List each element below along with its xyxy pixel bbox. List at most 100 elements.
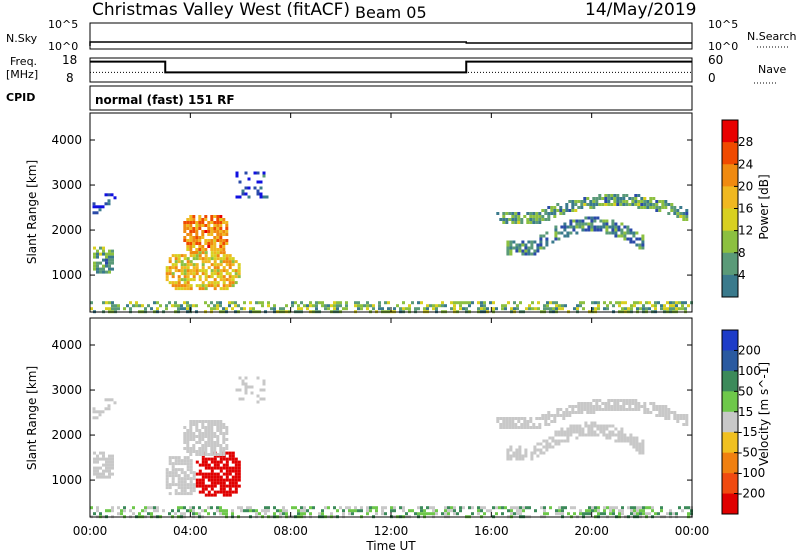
heat-cell	[99, 457, 102, 461]
heat-cell	[580, 408, 584, 411]
heat-cell	[228, 493, 232, 497]
heat-cell	[98, 205, 102, 209]
heat-cell	[204, 254, 208, 258]
heat-cell	[102, 267, 105, 271]
heat-cell	[201, 257, 205, 261]
heat-cell	[231, 301, 234, 305]
heat-cell	[201, 435, 205, 438]
heat-cell	[632, 436, 636, 440]
heat-cell	[634, 200, 638, 203]
heat-cell	[661, 408, 665, 411]
heat-cell	[279, 509, 282, 513]
heat-cell	[575, 430, 579, 434]
heat-cell	[509, 243, 513, 247]
heat-cell	[676, 414, 680, 417]
heat-cell	[93, 246, 96, 250]
heat-cell	[658, 408, 662, 411]
heat-cell	[518, 243, 522, 247]
heat-cell	[303, 512, 306, 516]
heat-cell	[634, 402, 638, 405]
heat-cell	[234, 469, 238, 473]
heat-cell	[234, 472, 238, 476]
heat-cell	[672, 301, 675, 305]
heat-cell	[611, 219, 615, 223]
heat-cell	[453, 506, 456, 510]
heat-cell	[135, 304, 138, 308]
heat-cell	[629, 439, 633, 443]
heat-cell	[219, 233, 223, 236]
heat-cell	[598, 203, 602, 206]
heat-cell	[533, 240, 537, 244]
heat-cell	[620, 436, 624, 440]
heat-cell	[207, 478, 211, 482]
heat-cell	[505, 420, 509, 423]
heat-cell	[189, 492, 193, 496]
heat-cell	[198, 432, 202, 435]
heat-cell	[384, 506, 387, 510]
heat-cell	[537, 307, 540, 311]
heat-cell	[638, 243, 642, 247]
heat-cell	[216, 233, 220, 236]
heat-cell	[210, 441, 214, 444]
heat-cell	[414, 307, 417, 311]
heat-cell	[510, 512, 513, 516]
heat-cell	[643, 197, 647, 200]
heat-cell	[553, 414, 557, 417]
heat-cell	[426, 512, 429, 516]
heat-cell	[549, 301, 552, 305]
heat-cell	[511, 212, 515, 215]
heat-cell	[186, 257, 190, 261]
heat-cell	[655, 203, 659, 206]
heat-cell	[504, 304, 507, 308]
heat-cell	[595, 399, 599, 402]
heat-cell	[177, 281, 181, 285]
heat-cell	[579, 509, 582, 513]
heat-cell	[225, 432, 229, 435]
heat-cell	[318, 512, 321, 516]
heat-cell	[521, 243, 525, 247]
heat-cell	[225, 263, 229, 267]
heat-cell	[306, 307, 309, 311]
heat-cell	[672, 512, 675, 516]
heat-cell	[180, 506, 183, 510]
heat-cell	[509, 240, 513, 244]
heat-cell	[521, 457, 525, 461]
heat-cell	[635, 231, 639, 235]
heat-cell	[192, 483, 196, 487]
nsky-tick-top: 10^5	[48, 18, 78, 31]
heat-cell	[673, 414, 677, 417]
heat-cell	[107, 407, 111, 411]
heat-cell	[237, 266, 241, 270]
heat-cell	[201, 438, 205, 441]
heat-cell	[291, 506, 294, 510]
heat-cell	[625, 399, 629, 402]
heat-cell	[590, 427, 594, 431]
heat-cell	[98, 413, 102, 417]
heat-cell	[300, 307, 303, 311]
heat-cell	[633, 301, 636, 305]
heat-cell	[654, 307, 657, 311]
heat-cell	[107, 398, 111, 402]
heat-cell	[532, 423, 536, 426]
heat-cell	[174, 512, 177, 516]
heat-cell	[204, 278, 208, 282]
heat-cell	[216, 227, 220, 230]
heat-cell	[551, 240, 555, 244]
heat-cell	[195, 227, 199, 230]
heat-cell	[180, 468, 184, 472]
heat-cell	[235, 388, 239, 392]
heat-cell	[168, 266, 172, 270]
heat-cell	[539, 448, 543, 452]
heat-cell	[360, 307, 363, 311]
heat-cell	[201, 444, 205, 447]
heat-cell	[480, 509, 483, 513]
heat-cell	[259, 192, 263, 196]
heat-cell	[559, 206, 563, 209]
heat-cell	[138, 512, 141, 516]
heat-cell	[597, 301, 600, 305]
heat-cell	[210, 245, 214, 248]
heat-cell	[300, 506, 303, 510]
heat-cell	[345, 301, 348, 305]
colorbar-tick-label: 100	[738, 364, 761, 378]
